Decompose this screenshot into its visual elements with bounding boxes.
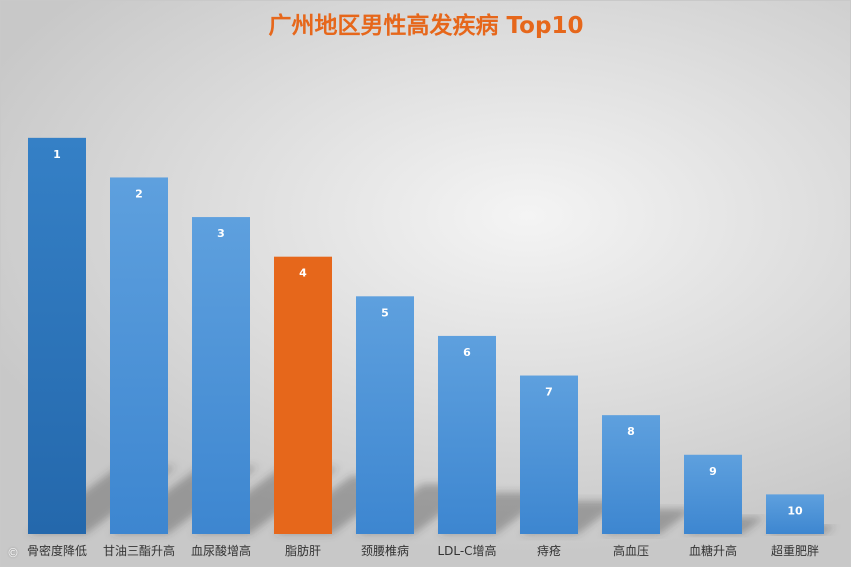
bar-data-label: 6 <box>463 346 471 359</box>
bar <box>192 217 250 534</box>
bar <box>110 177 168 534</box>
x-tick-label: 超重肥胖 <box>771 543 819 558</box>
x-tick-label: 骨密度降低 <box>27 543 87 558</box>
x-tick-label: LDL-C增高 <box>437 543 496 558</box>
bar-data-label: 8 <box>627 425 635 438</box>
bar <box>356 296 414 534</box>
bar-data-label: 2 <box>135 187 143 200</box>
x-tick-label: 脂肪肝 <box>285 543 321 558</box>
x-axis-tick-labels: 骨密度降低 甘油三酯升高 血尿酸增高 脂肪肝 颈腰椎病 LDL-C增高 痔疮 高血压 血糖升高 超… <box>27 543 819 558</box>
x-tick-label: 血糖升高 <box>689 543 737 558</box>
bar-data-label: 3 <box>217 227 225 240</box>
bar <box>28 137 86 534</box>
bar-data-label: 10 <box>787 504 803 517</box>
bar-data-label: 1 <box>53 148 61 161</box>
bar-data-label: 5 <box>381 306 389 319</box>
x-tick-label: 颈腰椎病 <box>361 543 409 558</box>
x-tick-label: 高血压 <box>613 543 649 558</box>
x-tick-label: 痔疮 <box>537 543 561 558</box>
bar-data-label: 7 <box>545 386 553 399</box>
bar <box>438 335 496 534</box>
x-tick-label: 甘油三酯升高 <box>103 543 175 558</box>
x-tick-label: 血尿酸增高 <box>191 543 251 558</box>
bar-data-labels: 1 2 3 4 5 6 7 8 9 10 <box>53 148 803 518</box>
bar <box>602 415 660 534</box>
bar <box>274 256 332 534</box>
bar-data-label: 9 <box>709 465 717 478</box>
chart-title: 广州地区男性高发疾病 Top10 <box>269 12 584 39</box>
bar <box>684 454 742 534</box>
bar <box>520 375 578 534</box>
bar-data-label: 4 <box>299 267 307 280</box>
watermark-logo: © <box>7 546 19 560</box>
bars <box>28 137 824 534</box>
bar <box>766 494 824 534</box>
